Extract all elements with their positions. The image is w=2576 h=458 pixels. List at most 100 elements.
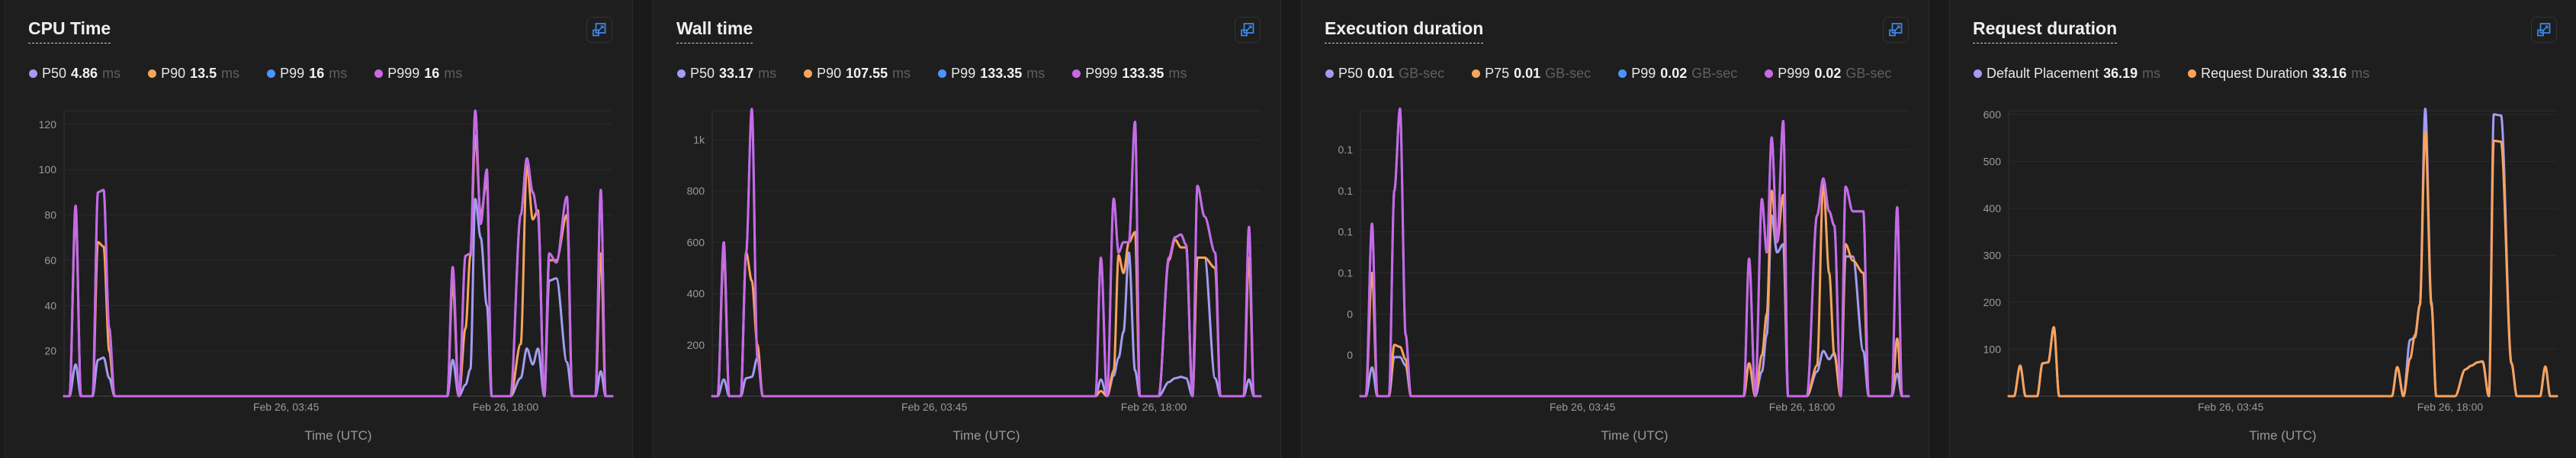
legend-value: 33.16 [2312,66,2347,81]
y-tick-label: 0 [1347,349,1353,361]
legend-dot [804,69,813,78]
legend-value: 16 [309,66,325,81]
legend-dot [374,69,384,78]
legend-unit: ms [102,66,121,81]
legend-value: 0.02 [1814,66,1842,81]
legend-dot [148,69,157,78]
y-tick-label: 40 [44,299,56,311]
legend-dot [1472,69,1481,78]
series-line-p50[interactable] [1359,214,1910,398]
y-tick-label: 200 [1983,296,2002,308]
legend-unit: ms [758,66,777,81]
y-tick-label: 120 [39,118,57,131]
chart-legend: P50 0.01 GB-sec P75 0.01 GB-sec P99 0.02… [1325,66,1891,82]
legend-value: 36.19 [2103,66,2138,81]
legend-unit: ms [892,66,911,81]
expand-button[interactable] [2531,17,2557,43]
y-tick-label: 20 [44,345,56,357]
y-tick-label: 300 [1983,249,2002,261]
legend-item[interactable]: P99 133.35 ms [938,66,1045,82]
series-line-p50[interactable] [711,251,1262,398]
legend-item[interactable]: P75 0.01 GB-sec [1472,66,1591,82]
y-tick-label: 0.1 [1338,267,1354,279]
legend-item[interactable]: P50 0.01 GB-sec [1325,66,1444,82]
expand-icon [593,23,606,37]
legend-dot [267,69,276,78]
chart-legend: Default Placement 36.19 ms Request Durat… [1974,66,2369,82]
series-line-p99[interactable] [711,108,1262,398]
legend-item[interactable]: P50 4.86 ms [29,66,120,82]
legend-unit: ms [1026,66,1045,81]
legend-series-name: P75 [1485,66,1510,81]
legend-dot [938,69,947,78]
series-line-p999[interactable] [63,109,614,398]
legend-value: 16 [424,66,440,81]
y-tick-label: 200 [687,339,705,351]
panel-title[interactable]: Request duration [1973,18,2118,44]
expand-button[interactable] [586,17,612,43]
legend-value: 13.5 [190,66,217,81]
series-line-p90[interactable] [711,231,1262,398]
legend-series-name: Default Placement [1987,66,2099,81]
legend-item[interactable]: Default Placement 36.19 ms [1974,66,2160,82]
legend-dot [1325,69,1334,78]
y-tick-label: 60 [44,254,56,266]
y-tick-label: 600 [1983,108,2002,121]
expand-button[interactable] [1235,17,1261,43]
expand-icon [1889,23,1903,37]
series-line-request-duration[interactable] [2007,131,2558,398]
legend-value: 133.35 [1122,66,1164,81]
legend-unit: ms [2142,66,2161,81]
y-tick-label: 500 [1983,155,2002,167]
y-tick-label: 800 [687,185,705,197]
legend-unit: GB-sec [1691,66,1738,81]
y-tick-label: 1k [693,134,705,146]
legend-value: 133.35 [980,66,1023,81]
legend-item[interactable]: P999 0.02 GB-sec [1765,66,1891,82]
legend-value: 0.01 [1367,66,1395,81]
line-chart: 20 40 60 80 100 120 Feb 26, 03:45 Feb 26, 18:00… [39,109,614,443]
series-line-default-placement[interactable] [2007,108,2558,398]
expand-icon [2537,23,2551,37]
y-tick-label: 0.1 [1338,226,1354,238]
y-tick-label: 400 [1983,202,2002,214]
line-chart: 100 200 300 400 500 600 Feb 26, 03:45 Feb 26, 1… [1983,108,2558,443]
panel-title[interactable]: CPU Time [28,18,111,44]
expand-icon [1241,23,1254,37]
legend-item[interactable]: Request Duration 33.16 ms [2188,66,2369,82]
series-line-p50[interactable] [63,198,614,398]
expand-button[interactable] [1883,17,1909,43]
chart-panel: Request duration Default Placement 36.19… [1949,0,2576,458]
y-tick-label: 100 [39,163,57,176]
legend-item[interactable]: P99 0.02 GB-sec [1618,66,1737,82]
legend-unit: GB-sec [1545,66,1592,81]
x-tick-label: Feb 26, 03:45 [901,401,968,413]
series-line-p75[interactable] [1359,181,1910,398]
y-tick-label: 400 [687,288,705,300]
x-tick-label: Feb 26, 03:45 [253,401,320,413]
legend-item[interactable]: P50 33.17 ms [677,66,776,82]
legend-item[interactable]: P90 13.5 ms [148,66,239,82]
chart-legend: P50 4.86 ms P90 13.5 ms P99 16 ms [29,66,462,82]
legend-unit: ms [329,66,348,81]
line-chart: 0 0 0.1 0.1 0.1 0.1 Feb 26, 03:45 Feb 26, 18:00… [1338,107,1910,443]
legend-unit: GB-sec [1845,66,1892,81]
line-chart: 200 400 600 800 1k Feb 26, 03:45 Feb 26, 18:00… [687,108,1262,443]
legend-item[interactable]: P999 133.35 ms [1072,66,1187,82]
chart-panel: Wall time P50 33.17 ms P90 10 [653,0,1281,458]
legend-item[interactable]: P999 16 ms [374,66,462,82]
legend-unit: ms [1168,66,1187,81]
legend-series-name: P999 [387,66,420,81]
series-line-p999[interactable] [711,108,1262,398]
legend-item[interactable]: P90 107.55 ms [804,66,911,82]
legend-series-name: P90 [161,66,186,81]
panel-title[interactable]: Wall time [676,18,753,44]
x-axis-title: Time (UTC) [952,428,1020,443]
x-tick-label: Feb 26, 18:00 [2417,401,2484,413]
series-line-p999[interactable] [1359,107,1910,398]
legend-dot [1974,69,1982,78]
legend-item[interactable]: P99 16 ms [267,66,347,82]
x-axis-title: Time (UTC) [304,428,371,443]
panel-title[interactable]: Execution duration [1325,18,1484,44]
legend-series-name: P999 [1778,66,1810,81]
